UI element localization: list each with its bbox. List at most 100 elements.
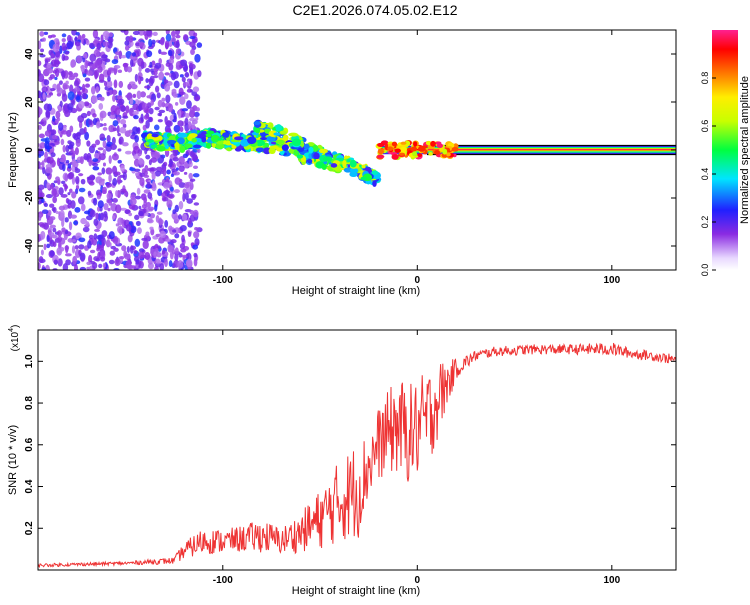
spectrogram-cell (64, 51, 70, 55)
spectrogram-cell (149, 212, 156, 219)
spectrogram-cell (64, 245, 70, 251)
spectrogram-cell (451, 146, 459, 152)
spectrogram-cell (122, 115, 129, 119)
spectrogram-cell (74, 86, 81, 92)
spectrogram-cell (158, 71, 165, 81)
spectrogram-cell (76, 55, 83, 64)
spectrogram-cell (38, 222, 45, 226)
spectrogram-cell (138, 248, 145, 253)
spectrogram-cell (154, 106, 160, 111)
spectrogram-cell (206, 130, 215, 135)
spectrogram-cell (255, 127, 261, 134)
spectrogram-cell (170, 239, 177, 244)
spectrogram-cell (42, 37, 46, 42)
spectrogram-cell (318, 148, 328, 154)
spectrogram-cell (128, 129, 133, 134)
spectrogram-cell (67, 103, 74, 111)
spectrogram-cell (118, 136, 124, 145)
spectrogram-cell (129, 197, 137, 206)
spectrogram-cell (188, 133, 198, 138)
spectrogram-cell (38, 213, 42, 218)
spectrogram-cell (184, 71, 190, 78)
spectrogram-cell (153, 251, 157, 259)
spectrogram-cell (361, 164, 366, 169)
spectrogram-cell (50, 183, 54, 190)
spectrogram-cell (102, 262, 106, 268)
spectrogram-cell (172, 156, 179, 162)
colorbar-gradient (712, 30, 738, 270)
spectrogram-cell (159, 230, 167, 239)
spectrogram-cell (115, 223, 120, 227)
spectrogram-cell (247, 136, 257, 145)
spectrogram-cell (41, 209, 49, 215)
spectrogram-cell (183, 183, 190, 189)
spectrogram-cell (122, 123, 127, 129)
spectrogram-cell (146, 138, 154, 143)
spectrogram-cell (400, 141, 407, 145)
spectrogram-cell (165, 94, 171, 104)
spectrogram-cell (124, 40, 130, 46)
spectrogram-cell (61, 93, 68, 102)
spectrogram-cell (96, 194, 101, 200)
snr-series-line (38, 342, 676, 569)
spectrogram-cell (349, 167, 359, 174)
spectrogram-cell (39, 54, 46, 58)
spectrogram-cell (43, 79, 50, 86)
spectrogram-cell (68, 71, 74, 77)
spectrogram-cell (172, 93, 178, 98)
snr-scale-note: (x104) (8, 325, 21, 352)
spectrogram-cell (79, 156, 84, 165)
spectrogram-cell (100, 34, 104, 44)
spectrogram-cell (156, 211, 163, 215)
spectrogram-cell (152, 180, 156, 189)
spectrogram-cell (193, 111, 200, 118)
spectrogram-cell (129, 98, 134, 105)
colorbar-label: Normalized spectral amplitude (739, 76, 750, 224)
spectrogram-cell (170, 173, 175, 178)
spectrogram-cell (93, 197, 98, 206)
spectrogram-cell (43, 103, 50, 111)
spectrogram-cell (173, 189, 180, 194)
spectrogram-cell (61, 33, 67, 38)
spectrogram-cell (124, 45, 130, 51)
spectrogram-cell (178, 200, 184, 210)
spectrogram-cell (50, 59, 57, 67)
snr-scale-exponent: 4 (8, 328, 15, 332)
spectrogram-cell (172, 147, 178, 157)
spectrogram-cell (45, 193, 53, 199)
spectrogram-cell (196, 148, 201, 154)
spectrogram-cell (201, 136, 207, 143)
spectrogram-cell (134, 135, 139, 143)
spectrogram-cell (164, 72, 170, 76)
spectrogram-cell (184, 117, 189, 126)
snr-y-label: SNR (10 * v/v) (7, 425, 19, 495)
spectrogram-cell (170, 37, 177, 43)
spectrogram-cell (38, 161, 41, 169)
spectrogram-cell (143, 212, 149, 216)
spectrogram-cell (48, 227, 53, 231)
spectrogram-cell (119, 226, 123, 236)
spectrogram-cell (40, 249, 44, 256)
spectrogram-cell (194, 238, 200, 247)
spectrogram-cell (134, 168, 141, 172)
spectrogram-cell (145, 30, 152, 37)
spectrogram-cell (107, 207, 111, 212)
spectrogram-cell (191, 194, 196, 201)
spectrogram-cell (102, 41, 109, 47)
spectrogram-cell (54, 76, 58, 81)
spectrogram-cell (144, 85, 151, 89)
spectrogram-cell (192, 38, 198, 43)
spectrogram-cell (108, 231, 115, 240)
spectrogram-cell (51, 134, 58, 140)
spectrogram-cell (128, 35, 134, 43)
spectrogram-cell (38, 262, 41, 270)
spectrogram-cell (82, 57, 86, 63)
spectrogram-cell (177, 110, 182, 119)
spectrogram-cell (56, 87, 64, 94)
spectrogram-cell (69, 125, 74, 133)
spectrogram-cell (52, 227, 57, 233)
spectrogram-cell (106, 91, 110, 97)
spectrogram-cell (98, 263, 103, 269)
spectrogram-cell (174, 142, 180, 150)
spectrogram-cell (157, 188, 163, 197)
